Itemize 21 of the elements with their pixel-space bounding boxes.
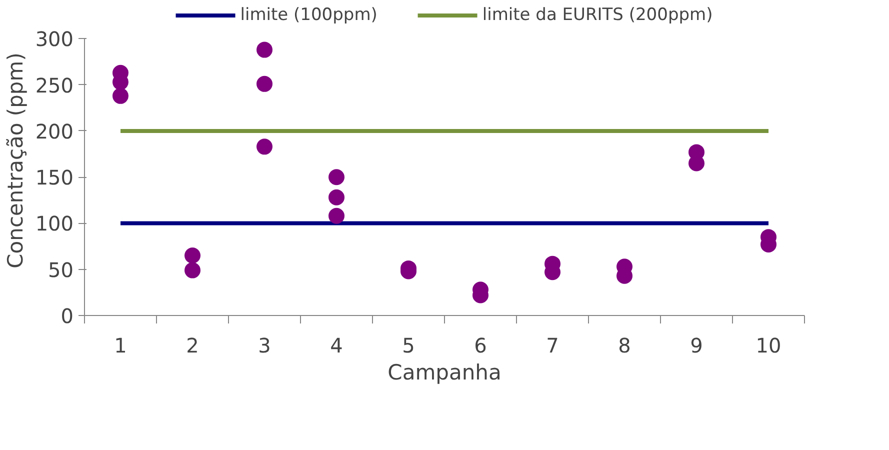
x-tick-label: 10 <box>756 334 782 358</box>
x-tick-label: 1 <box>114 334 127 358</box>
y-tick-label: 200 <box>35 119 74 144</box>
x-tick-label: 4 <box>330 334 343 358</box>
y-tick-label: 250 <box>35 73 74 98</box>
y-tick-label: 0 <box>60 304 74 328</box>
x-tick-label: 9 <box>690 334 703 358</box>
legend-label: limite (100ppm) <box>240 5 378 25</box>
x-axis-title: Campanha <box>388 360 502 384</box>
x-tick-label: 6 <box>474 334 487 358</box>
y-tick-label: 150 <box>35 166 74 190</box>
y-tick-label: 50 <box>48 258 74 282</box>
y-tick-label: 300 <box>35 27 74 52</box>
x-tick-label: 8 <box>618 334 631 358</box>
x-tick-label: 7 <box>546 334 559 358</box>
y-axis-title: Concentração (ppm) <box>3 52 28 268</box>
x-tick-label: 5 <box>402 334 415 358</box>
x-tick-label: 3 <box>258 334 271 358</box>
x-tick-label: 2 <box>186 334 199 358</box>
y-tick-label: 100 <box>35 212 74 236</box>
legend-label: limite da EURITS (200ppm) <box>482 5 713 25</box>
